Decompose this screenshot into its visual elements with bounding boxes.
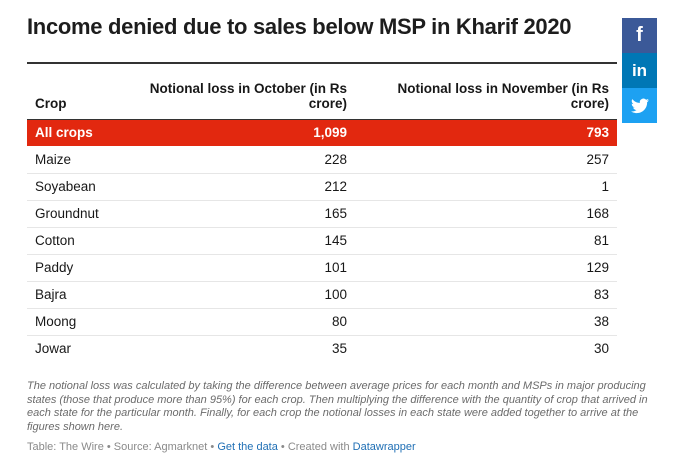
table-row: Jowar 35 30 [27,335,617,362]
table-row: Cotton 145 81 [27,227,617,255]
cell-october: 165 [137,200,355,228]
chart-title: Income denied due to sales below MSP in … [27,14,572,39]
cell-crop: Groundnut [27,200,137,228]
cell-october: 80 [137,308,355,336]
table-row: Groundnut 165 168 [27,200,617,228]
cell-october: 145 [137,227,355,255]
cell-october: 228 [137,146,355,174]
table-row-total: All crops 1,099 793 [27,119,617,146]
cell-november: 83 [355,281,617,309]
cell-november: 129 [355,254,617,282]
table-row: Soyabean 212 1 [27,173,617,201]
cell-october: 101 [137,254,355,282]
social-share-bar: f in [622,18,657,123]
datawrapper-link[interactable]: Datawrapper [352,441,416,453]
cell-crop: Soyabean [27,173,137,201]
cell-crop: Bajra [27,281,137,309]
linkedin-share-button[interactable]: in [622,53,657,88]
twitter-icon [630,98,649,113]
cell-october: 1,099 [137,119,355,146]
footer-created-with: • Created with [277,441,353,453]
footer-source: Table: The Wire • Source: Agmarknet • [27,441,218,453]
facebook-share-button[interactable]: f [622,18,657,53]
column-header-crop[interactable]: Crop [27,62,137,120]
data-table: Crop Notional loss in October (in Rs cro… [27,62,617,362]
cell-october: 100 [137,281,355,309]
cell-crop: Paddy [27,254,137,282]
table-row: Paddy 101 129 [27,254,617,282]
cell-october: 35 [331,341,347,357]
cell-november: 257 [355,146,617,174]
cell-october: 212 [137,173,355,201]
cell-november: 168 [355,200,617,228]
table-row: Moong 80 38 [27,308,617,336]
table-body: All crops 1,099 793 Maize 228 257 Soyabean 212 1… [27,119,617,362]
cell-crop: Moong [27,308,137,336]
table-row: Maize 228 257 [27,146,617,174]
cell-crop: Cotton [27,227,137,255]
cell-november: 1 [355,173,617,201]
cell-november: 38 [355,308,617,336]
get-the-data-link[interactable]: Get the data [217,441,278,453]
table-row: Bajra 100 83 [27,281,617,309]
cell-crop: Maize [27,146,137,174]
linkedin-icon: in [631,60,648,80]
cell-crop: Jowar [35,341,72,357]
column-header-october[interactable]: Notional loss in October (in Rs crore) [137,62,355,120]
cell-crop: All crops [27,119,137,146]
table-note: The notional loss was calculated by taki… [27,380,648,433]
cell-november: 30 [593,341,609,357]
column-header-november[interactable]: Notional loss in November (in Rs crore) [355,62,617,120]
footer: Table: The Wire • Source: Agmarknet • Ge… [27,441,657,453]
twitter-share-button[interactable] [622,88,657,123]
facebook-icon: f [636,24,643,46]
table-header-row: Crop Notional loss in October (in Rs cro… [27,62,617,120]
cell-november: 793 [355,119,617,146]
cell-november: 81 [355,227,617,255]
